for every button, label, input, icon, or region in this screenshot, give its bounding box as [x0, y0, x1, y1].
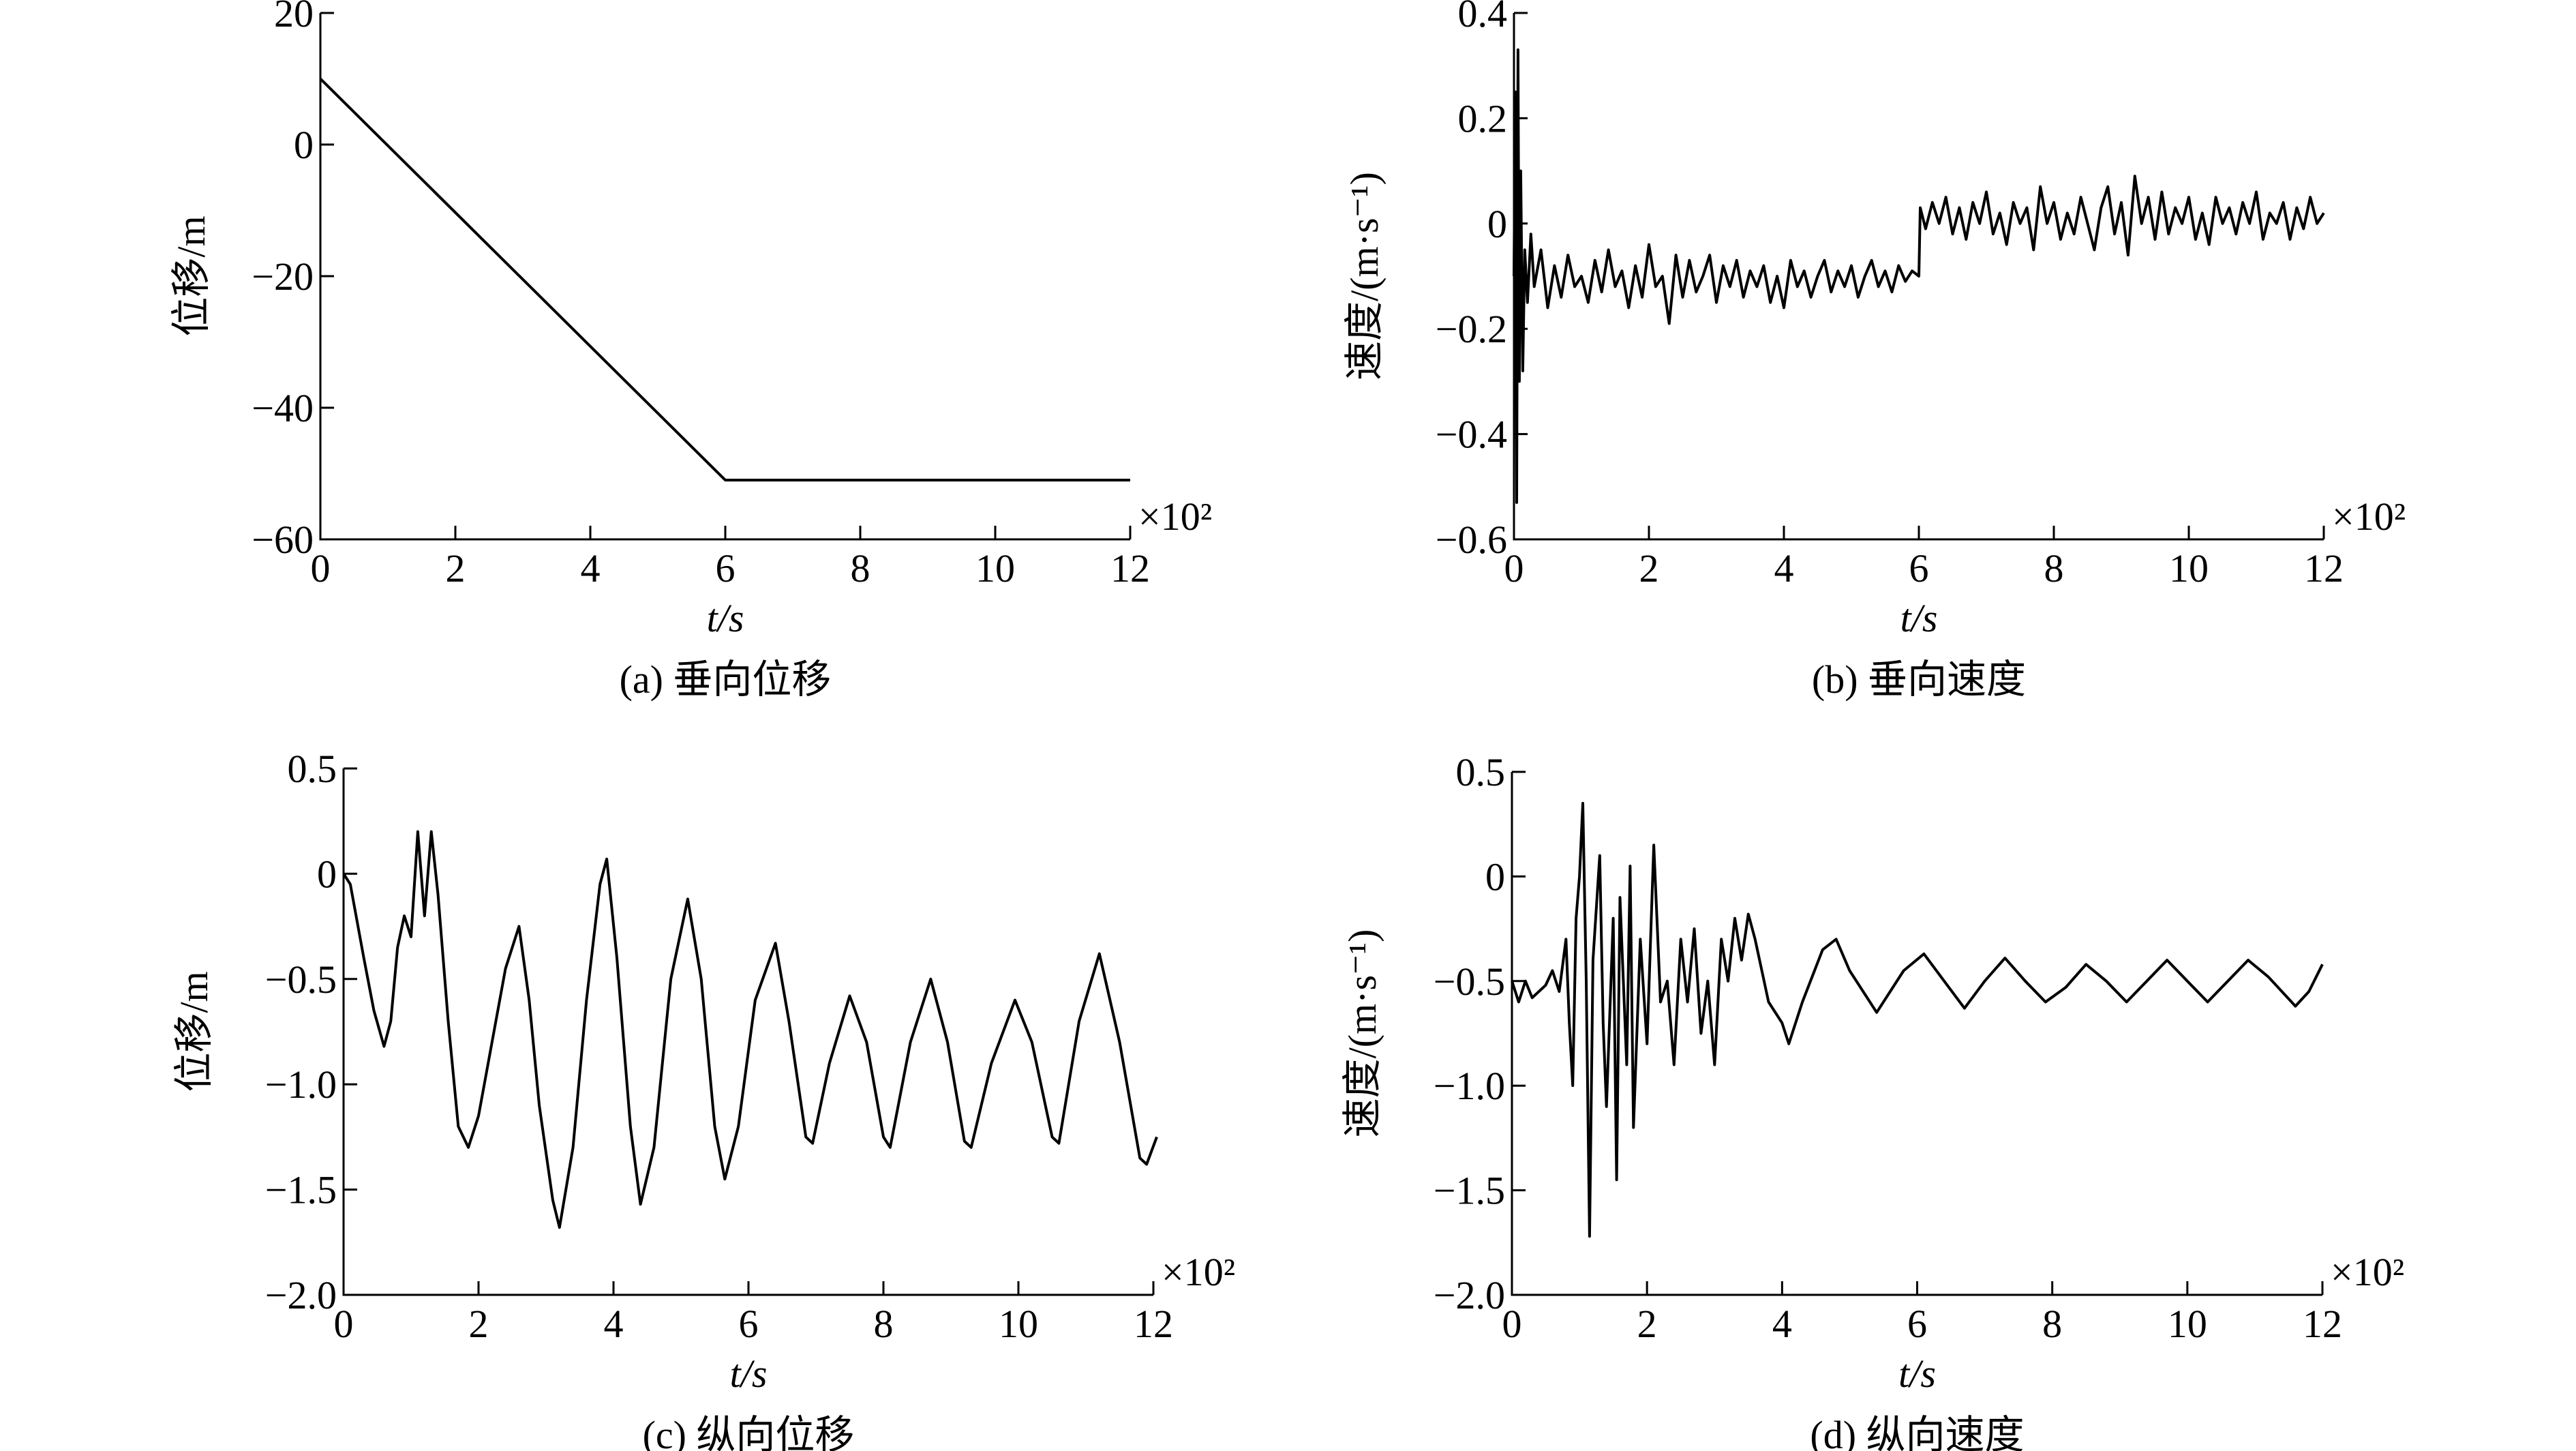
y-tick-label: 0.5 — [1456, 750, 1506, 794]
data-line — [342, 830, 1158, 1229]
y-tick-label: 0 — [1487, 202, 1507, 246]
y-tick-label: 0 — [317, 852, 337, 896]
y-tick-label: −60 — [252, 518, 314, 562]
axes — [342, 768, 1153, 1296]
x-multiplier: ×10² — [2332, 494, 2406, 539]
x-tick-label: 4 — [581, 546, 601, 590]
y-tick-label: −0.5 — [265, 957, 337, 1002]
x-tick-label: 4 — [604, 1302, 624, 1346]
y-tick-label: 0.5 — [288, 747, 337, 791]
y-tick-label: −0.6 — [1436, 518, 1507, 562]
y-tick-label: 0 — [294, 123, 314, 167]
x-tick-label: 2 — [469, 1302, 489, 1346]
panel: −60 −40 −20 0 20 0 2 4 6 8 10 12 ×10² t/s 位移/m (a) 垂向位移 — [169, 0, 1212, 702]
x-tick-label: 6 — [1907, 1302, 1927, 1346]
y-tick-label: −20 — [252, 254, 314, 299]
caption: (d) 纵向速度 — [1810, 1413, 2024, 1451]
x-tick-label: 2 — [1637, 1302, 1657, 1346]
y-tick-label: −1.5 — [265, 1168, 337, 1212]
x-tick-label: 8 — [2042, 1302, 2062, 1346]
x-tick-label: 12 — [2303, 1302, 2342, 1346]
x-multiplier: ×10² — [1162, 1250, 1235, 1294]
y-tick-label: −1.0 — [1434, 1064, 1505, 1108]
x-tick-label: 6 — [1909, 546, 1929, 590]
y-tick-label: −2.0 — [265, 1273, 337, 1317]
x-tick-label: 8 — [874, 1302, 894, 1346]
y-tick-label: −1.0 — [265, 1062, 337, 1107]
x-tick-label: 10 — [975, 546, 1015, 590]
x-tick-label: 4 — [1774, 546, 1794, 590]
y-axis-label: 位移/m — [169, 215, 213, 336]
x-axis-label: t/s — [707, 596, 744, 640]
x-multiplier: ×10² — [2331, 1250, 2404, 1294]
y-axis-label: 位移/m — [172, 971, 216, 1092]
x-multiplier: ×10² — [1138, 494, 1212, 539]
y-tick-label: 20 — [274, 0, 314, 35]
x-tick-label: 4 — [1772, 1302, 1792, 1346]
x-tick-label: 0 — [334, 1302, 354, 1346]
x-tick-label: 10 — [999, 1302, 1038, 1346]
caption: (a) 垂向位移 — [620, 657, 832, 702]
axes — [319, 13, 1130, 541]
y-tick-label: −0.2 — [1436, 307, 1507, 351]
x-tick-label: 0 — [311, 546, 331, 590]
x-tick-label: 6 — [716, 546, 736, 590]
data-line — [1511, 802, 2324, 1238]
y-tick-label: −0.4 — [1436, 413, 1507, 457]
x-tick-label: 0 — [1504, 546, 1524, 590]
y-tick-label: −1.5 — [1434, 1169, 1505, 1213]
x-tick-label: 12 — [1110, 546, 1150, 590]
data-line — [319, 78, 1130, 482]
y-tick-label: −0.5 — [1434, 959, 1505, 1004]
data-line — [1513, 48, 2325, 504]
y-axis-label: 速度/(m·s⁻¹) — [1340, 929, 1384, 1138]
x-tick-label: 2 — [446, 546, 466, 590]
x-tick-label: 12 — [2304, 546, 2344, 590]
panel: −2.0 −1.5 −1.0 −0.5 0 0.5 0 2 4 6 8 10 12 ×10² t/s 速度/(… — [1340, 750, 2404, 1451]
y-tick-label: −40 — [252, 386, 314, 430]
y-tick-label: 0.2 — [1458, 96, 1508, 140]
panel: −0.6 −0.4 −0.2 0 0.2 0.4 0 2 4 6 8 10 12 ×10² t/s 速度/(m… — [1342, 0, 2406, 702]
x-axis-label: t/s — [1898, 1351, 1936, 1396]
x-tick-label: 8 — [2044, 546, 2064, 590]
x-tick-label: 12 — [1134, 1302, 1173, 1346]
x-tick-label: 2 — [1639, 546, 1659, 590]
caption: (b) 垂向速度 — [1812, 657, 2026, 702]
y-tick-label: 0 — [1485, 854, 1505, 899]
x-tick-label: 10 — [2168, 1302, 2207, 1346]
y-axis-label: 速度/(m·s⁻¹) — [1342, 172, 1387, 380]
caption: (c) 纵向位移 — [643, 1413, 855, 1451]
x-tick-label: 10 — [2169, 546, 2209, 590]
x-tick-label: 0 — [1502, 1302, 1522, 1346]
x-tick-label: 6 — [739, 1302, 759, 1346]
x-axis-label: t/s — [730, 1351, 768, 1396]
y-tick-label: −2.0 — [1434, 1273, 1505, 1317]
y-tick-label: 0.4 — [1458, 0, 1508, 35]
panel: −2.0 −1.5 −1.0 −0.5 0 0.5 0 2 4 6 8 10 12 ×10² t/s 位移/m… — [172, 747, 1235, 1451]
x-tick-label: 8 — [851, 546, 870, 590]
x-axis-label: t/s — [1900, 596, 1938, 640]
